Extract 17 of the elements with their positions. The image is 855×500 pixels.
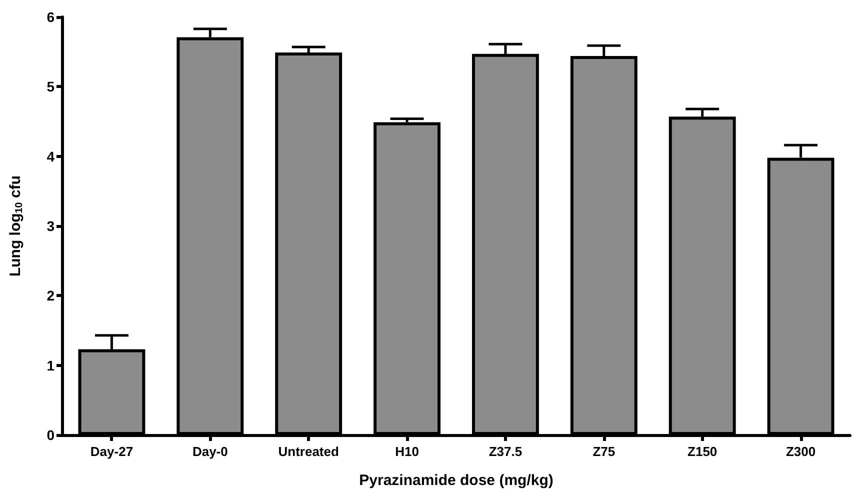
x-tick-label: Z37.5 [488, 444, 522, 459]
y-tick-label: 1 [46, 357, 55, 374]
x-axis-title: Pyrazinamide dose (mg/kg) [359, 472, 554, 489]
x-tick-label: Day-0 [192, 444, 228, 459]
y-tick-label: 5 [46, 78, 55, 95]
x-tick-label: Z300 [786, 444, 816, 459]
y-tick-label: 6 [46, 9, 55, 25]
x-tick-label: Day-27 [90, 444, 134, 459]
y-tick-label: 2 [46, 288, 55, 304]
y-tick-label: 3 [46, 218, 55, 234]
x-tick-label: H10 [395, 444, 419, 459]
y-tick-label: 0 [46, 427, 55, 443]
x-tick-label: Z150 [688, 444, 718, 459]
y-tick-label: 4 [46, 148, 55, 164]
y-axis-title: Lung log10 cfu [7, 175, 25, 277]
x-tick-label: Untreated [278, 444, 339, 459]
x-tick-label: Z75 [592, 444, 616, 459]
